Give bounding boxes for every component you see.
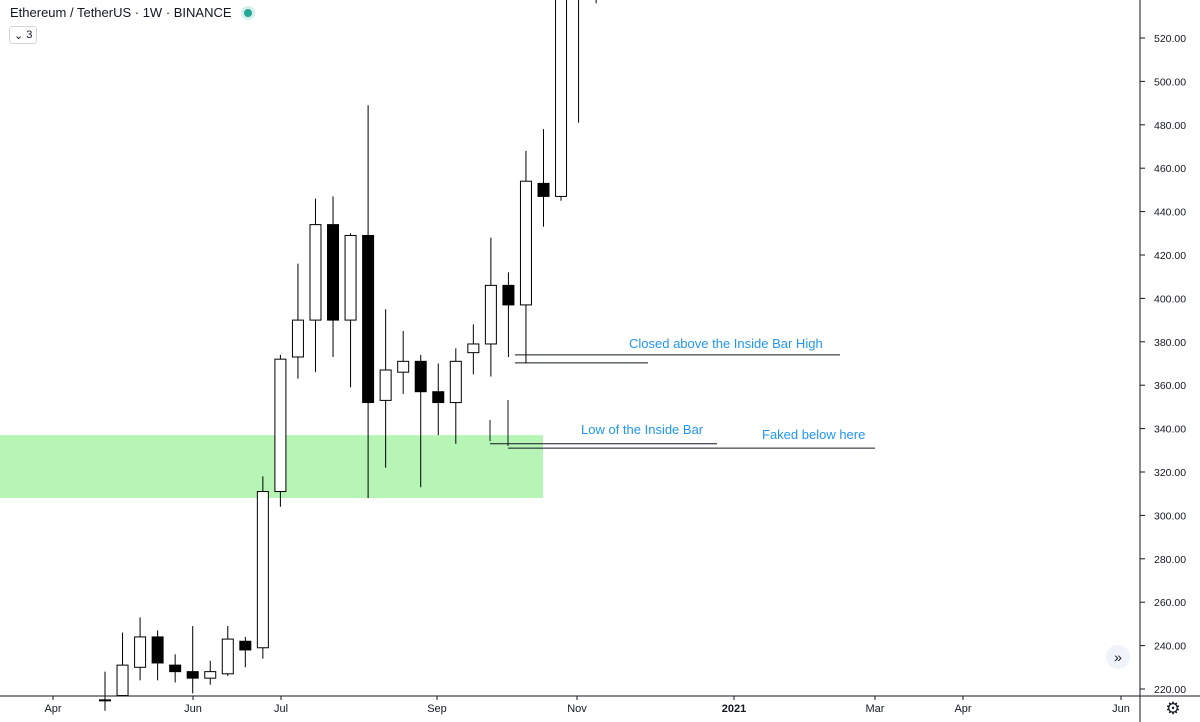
price-tick-label: 320.00: [1154, 467, 1186, 479]
chevron-down-icon: ⌄: [14, 29, 24, 42]
indicators-count: 3: [26, 29, 33, 41]
candle-body: [344, 234, 357, 321]
candle-body: [449, 360, 462, 404]
price-axis[interactable]: 220.00 240.00 260.00 280.00 300.00 320.00 340.…: [1139, 0, 1186, 722]
candle-body: [239, 640, 252, 651]
candle[interactable]: [99, 671, 111, 711]
time-tick-label: Nov: [567, 703, 587, 715]
candle-body: [116, 664, 129, 697]
candle[interactable]: [186, 626, 199, 694]
gear-icon: ⚙: [1165, 699, 1181, 718]
candle-body: [555, 0, 568, 197]
annotation-label[interactable]: Closed above the Inside Bar High: [629, 336, 823, 351]
candle-body: [467, 343, 480, 354]
candle-body: [484, 284, 497, 345]
candle[interactable]: [256, 476, 269, 659]
candle-body: [221, 638, 234, 675]
time-axis[interactable]: Apr Jun Jul Sep Nov 2021 Mar Apr Jun: [0, 695, 1200, 715]
candle-body: [204, 671, 217, 679]
candle-body: [362, 234, 375, 404]
time-tick-label: Jun: [184, 703, 202, 715]
candle-body: [309, 224, 322, 321]
candle[interactable]: [379, 309, 392, 468]
market-status-icon: [243, 8, 252, 17]
candle[interactable]: [484, 237, 497, 377]
time-tick-label: Apr: [954, 703, 971, 715]
candle-body: [151, 636, 164, 664]
candle[interactable]: [449, 348, 462, 444]
price-tick-label: 420.00: [1154, 250, 1186, 262]
candle[interactable]: [519, 150, 532, 364]
candle[interactable]: [291, 263, 304, 379]
candle[interactable]: [502, 272, 515, 357]
candle-body: [379, 369, 392, 401]
candle-body: [134, 636, 147, 668]
candle[interactable]: [362, 105, 375, 499]
candle[interactable]: [414, 354, 427, 488]
indicators-collapse-button[interactable]: ⌄ 3: [9, 26, 38, 44]
candle-body: [291, 319, 304, 358]
price-tick-label: 380.00: [1154, 337, 1186, 349]
chart-settings-button[interactable]: ⚙: [1162, 698, 1184, 720]
candle[interactable]: [397, 330, 410, 394]
time-tick-label: Mar: [866, 703, 885, 715]
annotation-label[interactable]: Low of the Inside Bar: [581, 422, 704, 437]
candle[interactable]: [432, 363, 445, 436]
candle[interactable]: [467, 324, 480, 375]
price-tick-label: 340.00: [1154, 424, 1186, 436]
candle-body: [256, 491, 269, 649]
candle-body: [537, 182, 550, 197]
candle[interactable]: [204, 660, 217, 685]
price-tick-label: 360.00: [1154, 380, 1186, 392]
price-tick-label: 480.00: [1154, 120, 1186, 132]
candle-body: [274, 358, 287, 493]
price-tick-label: 240.00: [1154, 641, 1186, 653]
candle[interactable]: [573, 0, 584, 123]
price-tick-label: 520.00: [1154, 33, 1186, 45]
candle[interactable]: [537, 129, 550, 227]
candle[interactable]: [327, 196, 340, 357]
time-tick-label: Sep: [427, 703, 447, 715]
price-tick-label: 440.00: [1154, 207, 1186, 219]
candle[interactable]: [151, 630, 164, 681]
price-tick-label: 460.00: [1154, 163, 1186, 175]
price-tick-label: 220.00: [1154, 684, 1186, 696]
candle[interactable]: [221, 626, 234, 676]
price-tick-label: 260.00: [1154, 597, 1186, 609]
demand-zone: [0, 435, 543, 499]
time-tick-label: 2021: [722, 703, 746, 715]
candle[interactable]: [309, 198, 322, 373]
time-tick-label: Jun: [1112, 703, 1130, 715]
candle-body: [99, 699, 111, 702]
scroll-to-realtime-button[interactable]: »: [1106, 645, 1130, 669]
price-tick-label: 500.00: [1154, 76, 1186, 88]
chart-legend: Ethereum / TetherUS · 1W · BINANCE: [10, 5, 252, 20]
candle-body: [169, 664, 182, 673]
symbol-title: Ethereum / TetherUS · 1W · BINANCE: [10, 5, 232, 20]
candle-body: [432, 391, 445, 404]
price-tick-label: 400.00: [1154, 293, 1186, 305]
time-tick-label: Jul: [274, 703, 288, 715]
candle[interactable]: [591, 0, 602, 4]
candle[interactable]: [239, 636, 252, 668]
candle-body: [327, 224, 340, 321]
candle-body: [519, 180, 532, 306]
candle-body: [186, 671, 199, 679]
candle[interactable]: [116, 632, 129, 697]
candle[interactable]: [274, 354, 287, 507]
candle-body: [502, 284, 515, 306]
candle-body: [414, 360, 427, 393]
annotation-label[interactable]: Faked below here: [762, 427, 865, 442]
candle[interactable]: [169, 654, 182, 683]
time-tick-label: Apr: [44, 703, 61, 715]
candle-body: [397, 360, 410, 373]
candle[interactable]: [555, 0, 568, 201]
price-tick-label: 280.00: [1154, 554, 1186, 566]
price-tick-label: 300.00: [1154, 510, 1186, 522]
candle[interactable]: [134, 617, 147, 681]
candle[interactable]: [344, 233, 357, 388]
double-chevron-right-icon: »: [1114, 649, 1122, 665]
